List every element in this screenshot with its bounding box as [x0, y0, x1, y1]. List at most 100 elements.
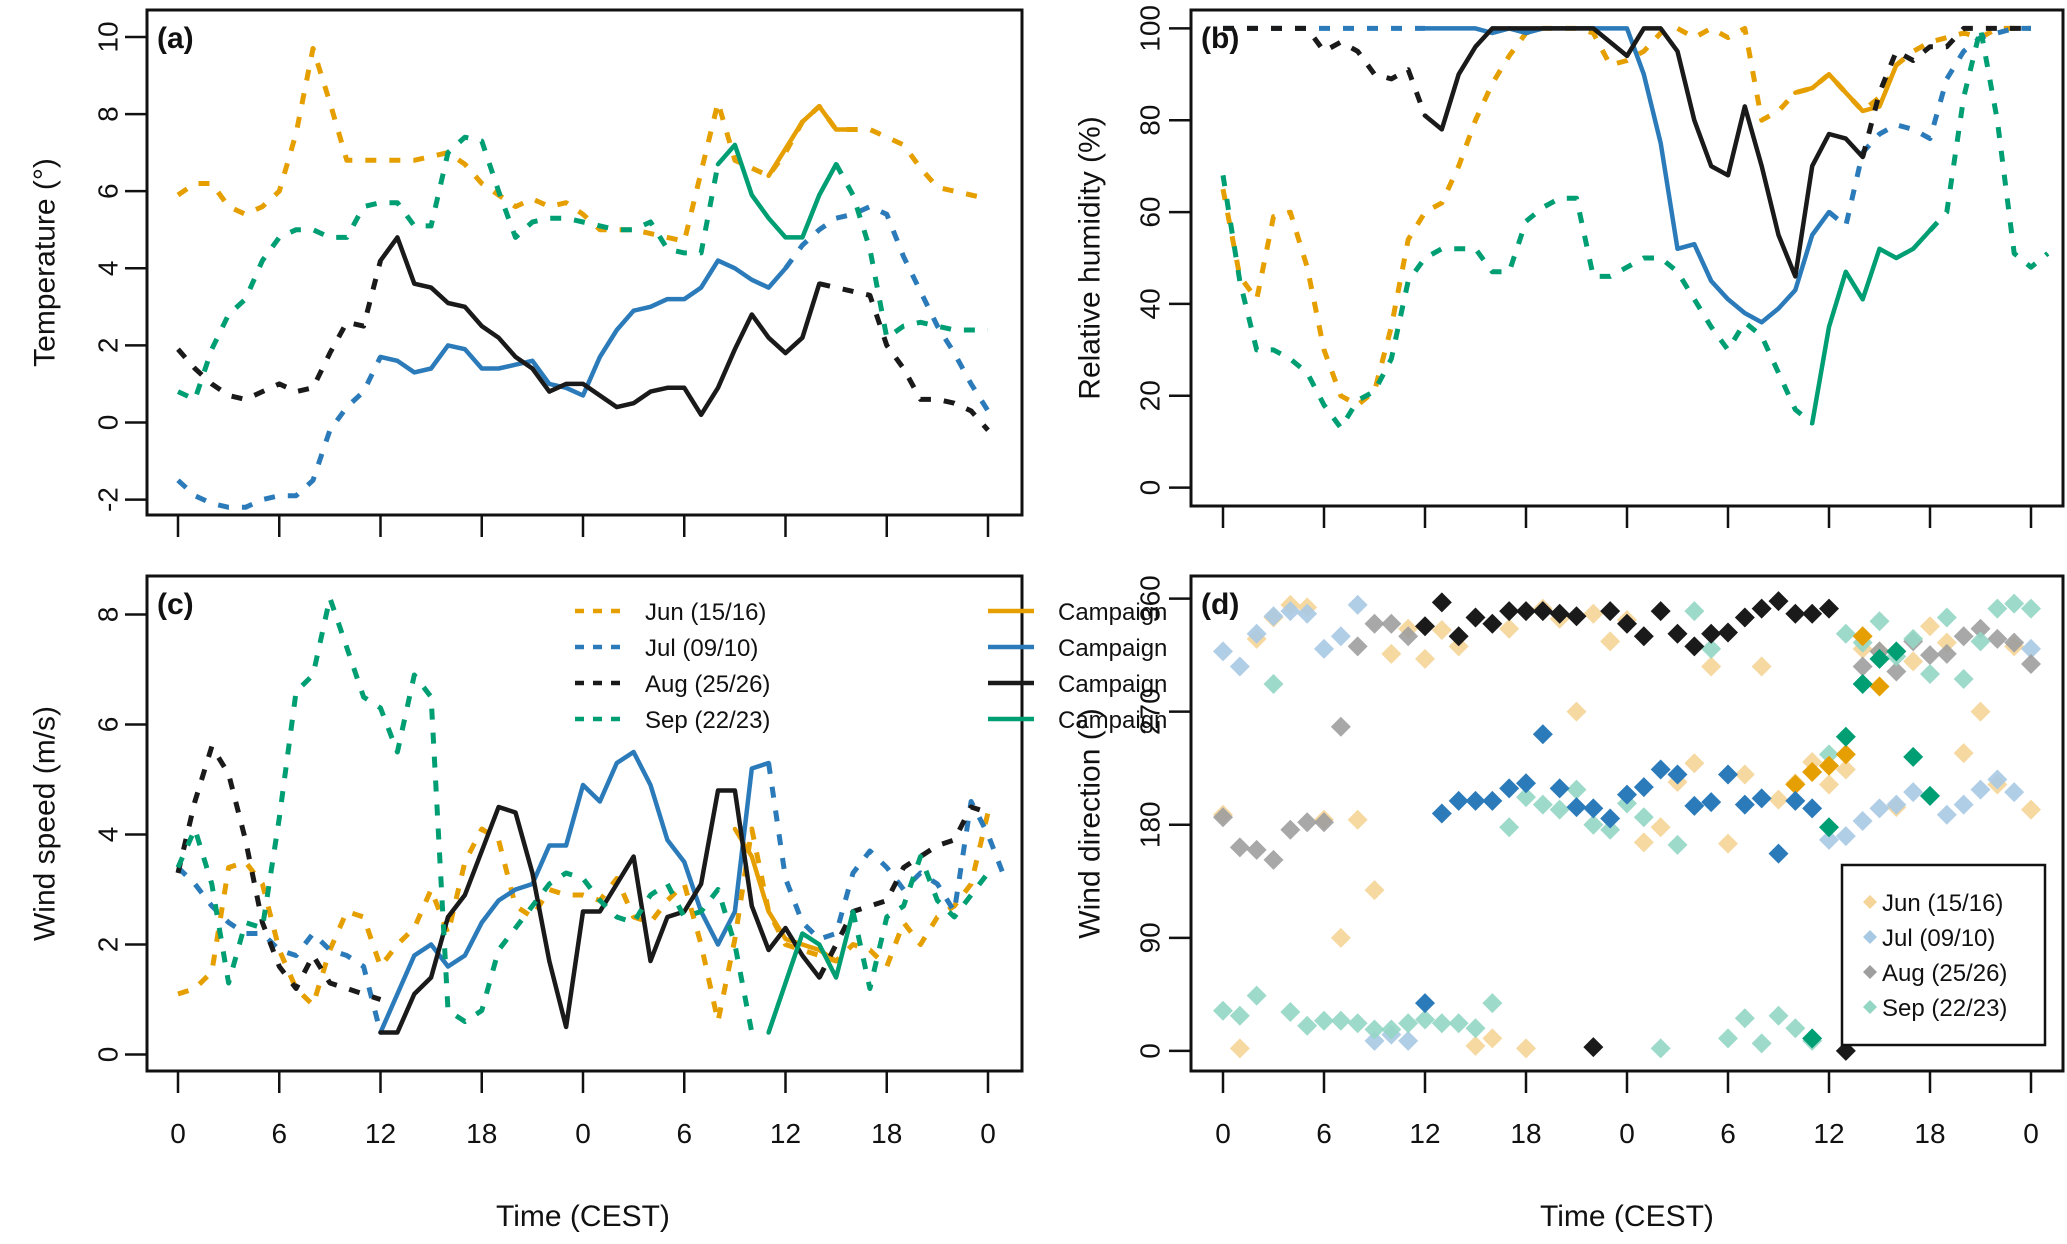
series-line-campaign-jul: [378, 749, 771, 1035]
point-sep: [1246, 985, 1267, 1006]
campaign-point-aug: [1431, 592, 1452, 613]
point-aug: [1263, 849, 1284, 870]
campaign-point-aug: [1768, 591, 1789, 612]
campaign-point-aug: [1465, 607, 1486, 628]
legend-label: Campaign: [1058, 635, 1167, 662]
point-sep: [1869, 611, 1890, 632]
series-line-campaign-sep: [715, 142, 839, 240]
point-jul: [1835, 826, 1856, 847]
point-sep: [1566, 779, 1587, 800]
series-line-aug: [176, 259, 383, 402]
campaign-point-jul: [1583, 798, 1604, 819]
campaign-point-aug: [1516, 601, 1536, 622]
point-aug: [1246, 839, 1267, 860]
point-sep: [1398, 1013, 1419, 1034]
y-tick-label: 4: [93, 260, 124, 276]
point-jun: [1516, 1038, 1536, 1059]
plot-area: [176, 46, 991, 510]
y-tick-label: 20: [1135, 380, 1166, 411]
series-line-aug: [175, 744, 382, 1002]
campaign-point-jul: [1499, 778, 1520, 799]
y-tick-label: 10: [93, 21, 124, 52]
point-aug: [1364, 613, 1385, 634]
legend: Jun (15/16) Jul (09/10) Aug (25/26) Sep (22…: [575, 599, 1167, 734]
x-tick-label: 0: [575, 1118, 591, 1149]
series-line-campaign-jun: [732, 826, 839, 964]
campaign-point-jul: [1566, 797, 1587, 818]
point-jun: [1802, 751, 1823, 772]
point-jul: [1347, 594, 1368, 615]
y-axis-title: Wind direction (°): [1074, 708, 1107, 938]
x-axis-title: Time (CEST): [496, 1200, 670, 1233]
series-line-sep: [833, 162, 988, 341]
point-jun: [1431, 620, 1452, 641]
point-jul: [1852, 810, 1873, 831]
campaign-point-aug: [1701, 623, 1722, 644]
campaign-point-sep: [1835, 726, 1856, 747]
point-jun: [1835, 759, 1856, 780]
campaign-point-aug: [1734, 607, 1755, 628]
x-tick-label: 18: [871, 1118, 902, 1149]
campaign-point-jul: [1617, 784, 1637, 805]
legend-label: Campaign: [1058, 671, 1167, 698]
point-sep: [1314, 1010, 1334, 1031]
point-jun: [1448, 636, 1469, 657]
point-aug: [1213, 807, 1233, 828]
point-sep: [1448, 1013, 1469, 1034]
point-jun: [1953, 743, 1974, 764]
point-jul: [1953, 794, 1974, 815]
x-tick-label: 18: [1510, 1118, 1541, 1149]
campaign-point-jul: [1532, 724, 1553, 745]
panel-label: (a): [157, 22, 194, 55]
legend-label: Jun (15/16): [1882, 890, 2003, 917]
x-tick-label: 0: [2023, 1118, 2039, 1149]
point-sep: [1650, 1038, 1671, 1059]
series-line-jun: [177, 811, 991, 1024]
campaign-point-aug: [1549, 603, 1570, 624]
series-line-sep: [1220, 174, 1814, 431]
y-tick-label: 6: [93, 183, 124, 199]
point-aug: [1987, 628, 2008, 649]
point-jul: [1886, 794, 1907, 815]
campaign-point-jul: [1482, 790, 1503, 811]
point-jun: [1229, 1038, 1250, 1059]
campaign-point-aug: [1802, 603, 1823, 624]
x-axis-title: Time (CEST): [1540, 1200, 1714, 1233]
campaign-point-sep: [1903, 746, 1924, 767]
y-tick-label: 90: [1135, 922, 1166, 953]
x-tick-label: 6: [676, 1118, 692, 1149]
campaign-point-jul: [1667, 764, 1688, 785]
series-line-jun: [1220, 25, 2031, 408]
point-jul: [1398, 1030, 1419, 1051]
point-sep: [1431, 1013, 1452, 1034]
point-sep: [1600, 819, 1621, 840]
point-jul: [1246, 623, 1267, 644]
campaign-point-jul: [1431, 803, 1452, 824]
point-sep: [1970, 631, 1991, 652]
series-line-jul: [176, 865, 383, 1034]
campaign-point-aug: [1684, 636, 1705, 657]
legend-label: Aug (25/26): [645, 671, 770, 698]
point-sep: [1364, 1019, 1385, 1040]
point-sep: [1903, 628, 1924, 649]
x-tick-label: 0: [1619, 1118, 1635, 1149]
y-tick-label: 6: [93, 717, 124, 733]
campaign-point-aug: [1600, 601, 1621, 622]
point-sep: [2021, 598, 2041, 619]
point-aug: [2021, 653, 2041, 674]
campaign-point-aug: [1566, 606, 1587, 627]
campaign-point-jun: [1852, 626, 1873, 647]
campaign-point-jul: [1802, 798, 1823, 819]
campaign-point-jul: [1600, 808, 1621, 829]
series-line-campaign-jul: [378, 258, 788, 398]
point-sep: [1330, 1010, 1351, 1031]
campaign-point-aug: [1819, 598, 1839, 619]
point-aug: [1886, 661, 1907, 682]
y-tick-label: 0: [93, 1047, 124, 1063]
point-jun: [1751, 656, 1772, 677]
campaign-point-sep: [1920, 785, 1940, 806]
plot-frame: [1189, 8, 2065, 508]
point-jun: [1684, 753, 1705, 774]
